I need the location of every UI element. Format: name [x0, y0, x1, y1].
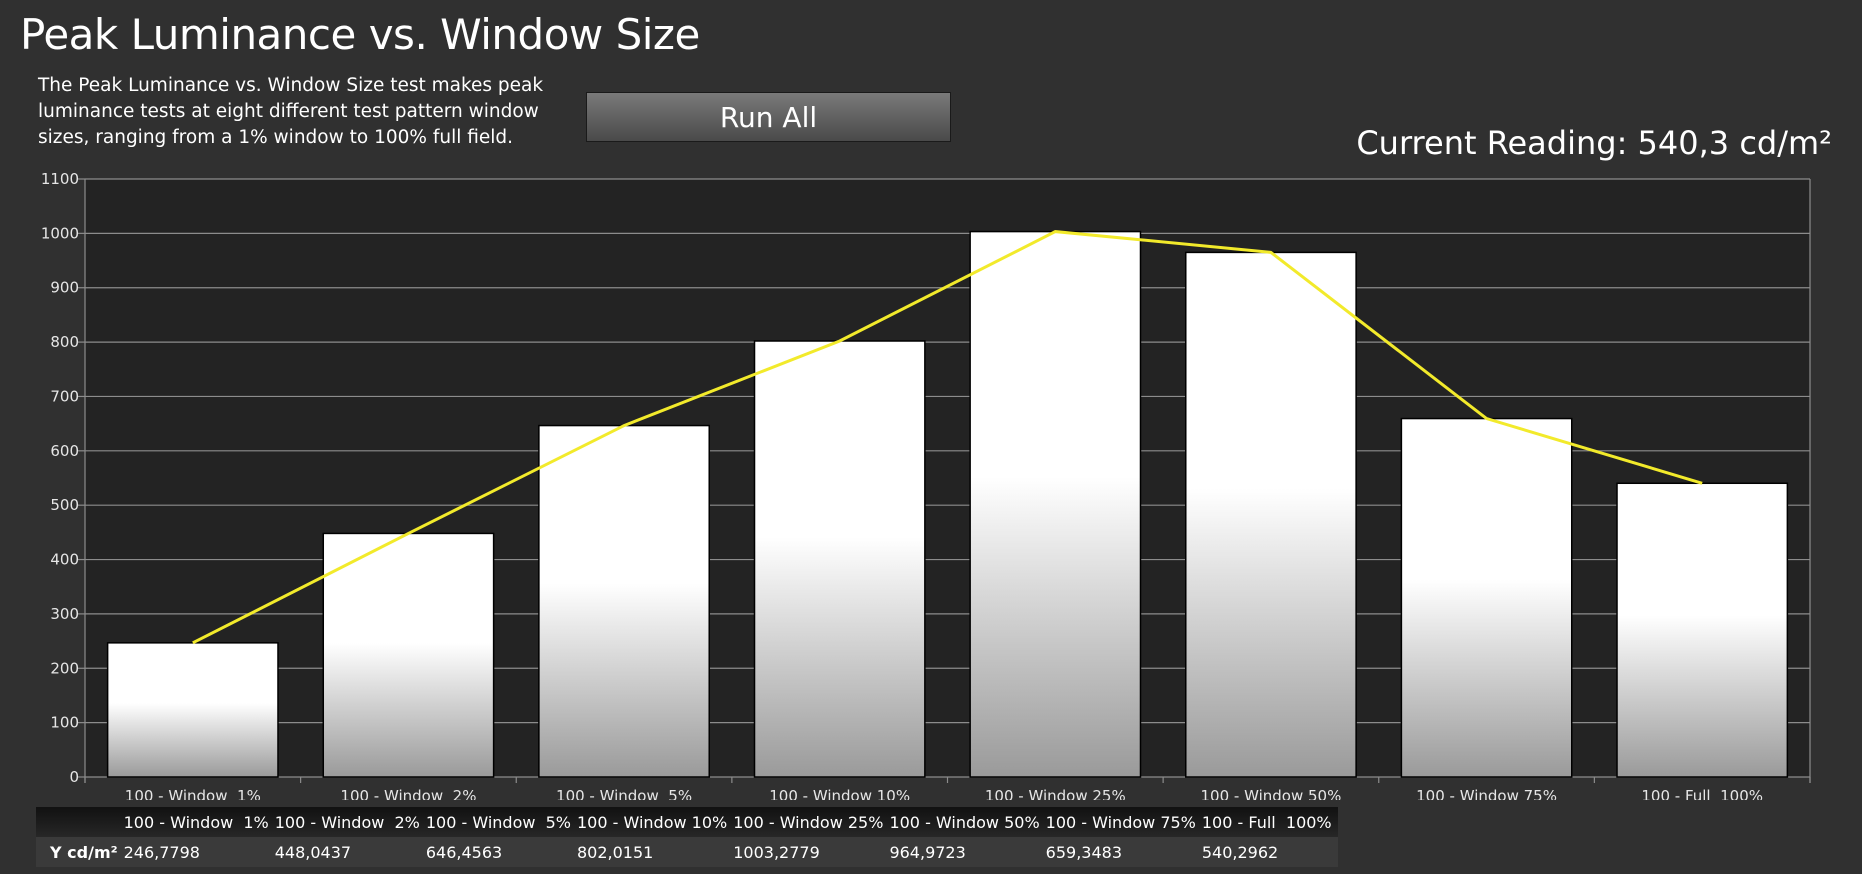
y-tick-label: 400 [50, 551, 79, 569]
x-tick-label: 100 - Full 100% [1641, 787, 1763, 800]
y-tick-label: 200 [50, 659, 79, 677]
bar [1185, 251, 1357, 778]
table-header-cell: 100 - Window 10% [577, 812, 728, 832]
y-tick-label: 700 [50, 387, 79, 405]
overlay-line [192, 230, 1703, 645]
y-axis-ticks: 0 100 200 300 400 500 600 700 800 900 1000 1100 [41, 170, 79, 786]
x-tick-label: 100 - Window 10% [769, 787, 910, 800]
bar [1400, 417, 1573, 778]
current-reading: Current Reading: 540,3 cd/m² [1356, 124, 1832, 162]
y-tick-label: 300 [50, 605, 79, 623]
luminance-chart: 0 100 200 300 400 500 600 700 800 900 1000 1100 100… [41, 170, 1811, 800]
table-cell: 1003,2779 [733, 842, 820, 862]
bar [538, 424, 710, 778]
y-tick-label: 1100 [41, 170, 79, 188]
table-cell: 246,7798 [123, 842, 200, 862]
data-table: 100 - Window 1% 100 - Window 2% 100 - Wind… [36, 807, 1338, 867]
table-row: Y cd/m² 246,7798 448,0437 646,4563 802,0151… [36, 837, 1338, 867]
table-cell: 964,9723 [889, 842, 966, 862]
y-tick-label: 0 [69, 768, 79, 786]
table-cell: 646,4563 [425, 842, 503, 862]
table-header-row: 100 - Window 1% 100 - Window 2% 100 - Wind… [36, 807, 1338, 837]
x-tick-label: 100 - Window 1% [125, 787, 261, 800]
bar [1616, 482, 1789, 778]
y-tick-label: 100 [50, 714, 79, 732]
table-corner [36, 807, 124, 837]
table-header-cell: 100 - Window 50% [889, 812, 1040, 832]
table-cell: 540,2962 [1201, 842, 1279, 862]
bar [753, 340, 926, 778]
bar [106, 642, 279, 778]
table-header-cell: 100 - Window 5% [425, 812, 571, 832]
bar [969, 230, 1142, 778]
x-tick-label: 100 - Window 2% [340, 787, 476, 800]
x-tick-label: 100 - Window 75% [1416, 787, 1557, 800]
table-header-cell: 100 - Window 1% [123, 812, 269, 832]
y-tick-label: 900 [50, 279, 79, 297]
table-cell: 802,0151 [577, 842, 654, 862]
x-tick-label: 100 - Window 5% [556, 787, 692, 800]
y-tick-label: 1000 [41, 224, 79, 242]
page-title: Peak Luminance vs. Window Size [20, 10, 700, 59]
table-header-cell: 100 - Window 25% [733, 812, 884, 832]
y-tick-label: 800 [50, 333, 79, 351]
bar [322, 532, 495, 778]
table-cell: 659,3483 [1045, 842, 1122, 862]
table-row-label: Y cd/m² [50, 842, 118, 862]
run-all-button[interactable]: Run All [586, 92, 951, 142]
y-tick-label: 500 [50, 496, 79, 514]
table-cell: 448,0437 [274, 842, 352, 862]
series-line [192, 230, 1703, 645]
test-description: The Peak Luminance vs. Window Size test … [38, 75, 544, 148]
x-axis-labels: 100 - Window 1% 100 - Window 2% 100 - Wind… [125, 787, 1763, 800]
table-header-cell: 100 - Window 2% [274, 812, 420, 832]
bars [106, 230, 1789, 778]
x-tick-label: 100 - Window 25% [985, 787, 1126, 800]
y-tick-label: 600 [50, 442, 79, 460]
table-header-cell: 100 - Window 75% [1045, 812, 1196, 832]
table-header-cell: 100 - Full 100% [1201, 812, 1332, 832]
x-tick-label: 100 - Window 50% [1201, 787, 1342, 800]
